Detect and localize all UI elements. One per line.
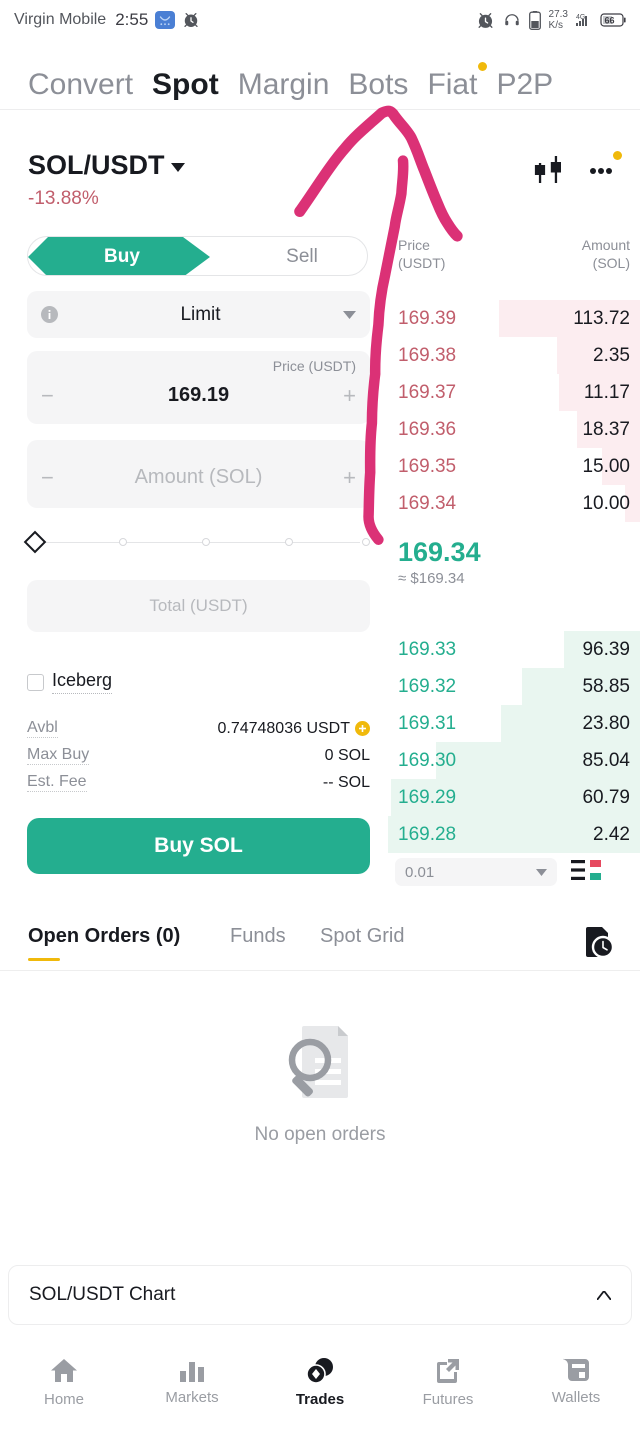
svg-text:66: 66: [605, 15, 615, 25]
